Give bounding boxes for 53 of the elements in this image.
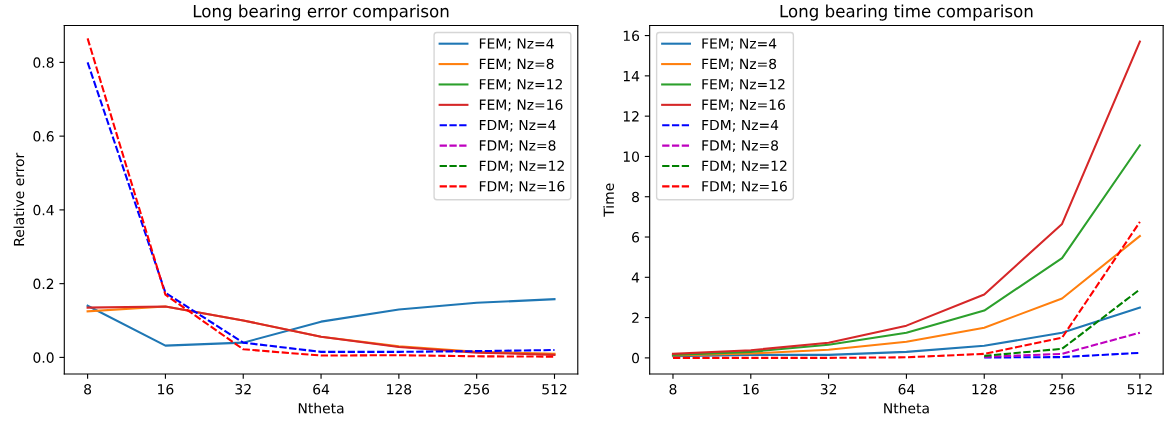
legend-label: FDM; Nz=8 <box>702 140 779 153</box>
y-tick-label: 12 <box>623 111 639 122</box>
y-tick-label: 8 <box>632 191 639 203</box>
x-tick-label: 256 <box>464 383 490 395</box>
legend-label: FDM; Nz=4 <box>479 119 556 132</box>
y-tick-label: 14 <box>623 71 640 82</box>
x-tick-label: 512 <box>1127 383 1152 395</box>
chart-title: Long bearing error comparison <box>193 4 449 21</box>
y-tick-label: 2 <box>632 312 639 323</box>
x-tick-label: 64 <box>898 383 915 395</box>
legend-label: FEM; Nz=8 <box>702 58 777 71</box>
legend-label: FDM; Nz=16 <box>479 180 565 193</box>
legend-label: FEM; Nz=16 <box>702 99 786 112</box>
y-tick-label: 6 <box>632 231 640 243</box>
x-tick-label: 8 <box>84 383 92 395</box>
x-tick-label: 256 <box>1049 383 1075 395</box>
legend-label: FEM; Nz=12 <box>702 79 785 91</box>
line-series <box>671 306 1141 358</box>
legend-label: FDM; Nz=4 <box>702 119 779 132</box>
legend-label: FEM; Nz=12 <box>479 79 562 91</box>
y-axis-title: Relative error <box>13 152 25 246</box>
y-axis-title: Time <box>603 183 615 217</box>
chart-title: Long bearing time comparison <box>780 4 1033 21</box>
y-tick-label: 0.2 <box>33 278 54 290</box>
x-tick-label: 512 <box>542 383 567 395</box>
x-tick-label: 128 <box>387 383 412 395</box>
legend-label: FDM; Nz=12 <box>479 160 564 173</box>
x-tick-label: 128 <box>972 383 997 395</box>
x-tick-label: 8 <box>669 383 677 395</box>
x-tick-label: 16 <box>158 383 174 395</box>
y-tick-label: 10 <box>623 151 640 162</box>
legend-label: FEM; Nz=16 <box>479 99 563 112</box>
y-tick-label: 16 <box>623 30 640 42</box>
legend-label: FDM; Nz=12 <box>702 160 787 173</box>
y-tick-label: 0.6 <box>33 131 54 142</box>
legend-label: FEM; Nz=4 <box>479 38 554 51</box>
x-tick-label: 16 <box>743 383 759 395</box>
legend-label: FEM; Nz=4 <box>702 38 777 51</box>
legend-label: FEM; Nz=8 <box>479 58 554 71</box>
line-series <box>671 40 1141 355</box>
y-tick-label: 0 <box>632 352 640 364</box>
legend-label: FDM; Nz=16 <box>702 180 787 193</box>
x-tick-label: 32 <box>235 383 251 395</box>
y-tick-label: 0.8 <box>33 57 54 68</box>
x-tick-label: 32 <box>820 383 837 395</box>
legend-label: FDM; Nz=8 <box>479 140 556 153</box>
y-tick-label: 0.0 <box>33 352 54 363</box>
x-tick-label: 64 <box>313 383 330 395</box>
x-axis-title: Ntheta <box>884 402 929 414</box>
y-tick-label: 0.4 <box>33 204 54 216</box>
x-axis-title: Ntheta <box>298 402 344 414</box>
y-tick-label: 4 <box>631 272 640 283</box>
line-series <box>86 298 556 347</box>
